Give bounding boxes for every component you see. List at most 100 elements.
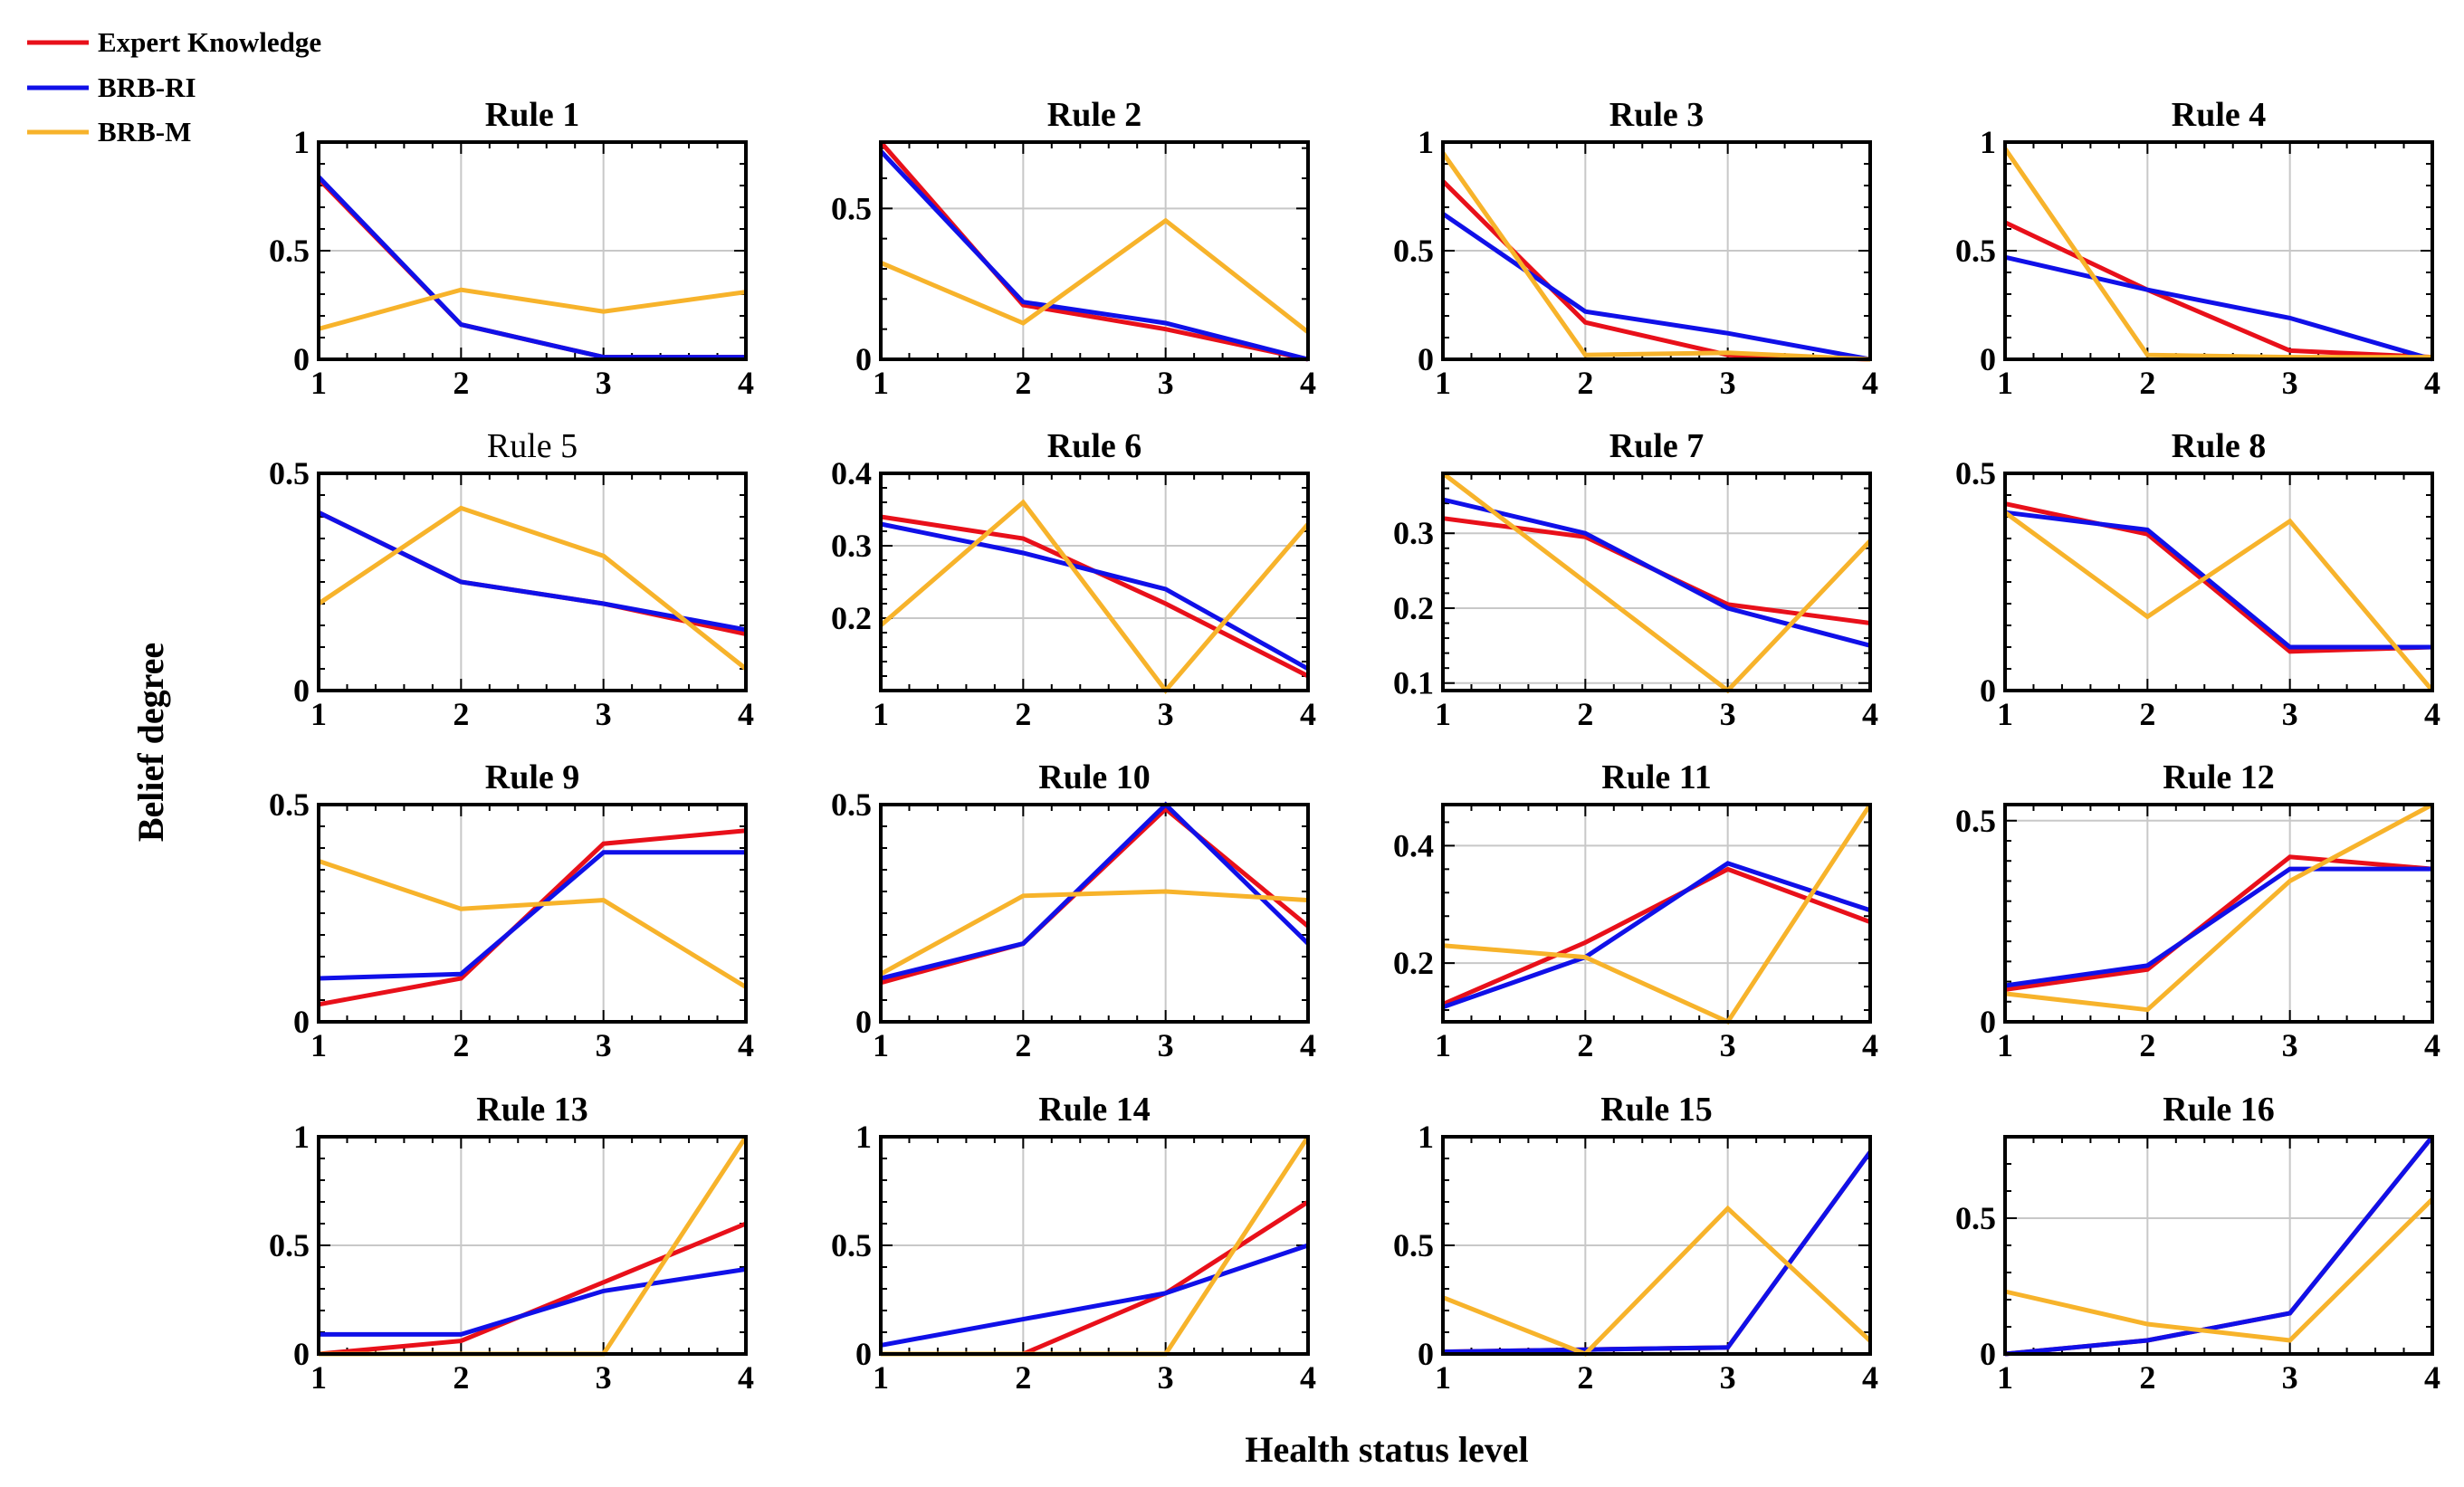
y-tick-label: 0.5 <box>1955 233 1996 269</box>
x-tick-label: 3 <box>1720 1027 1736 1063</box>
series-line-brb-ri-rule-8 <box>2004 510 2432 650</box>
panel-rule-7: Rule 7 1 2 3 4 0.1 0.2 0.3 <box>1393 427 1878 732</box>
series-line-brb-m-rule-6 <box>879 499 1310 694</box>
y-tick-label: 0.5 <box>269 455 310 491</box>
series-line-brb-ri-rule-3 <box>1441 212 1871 362</box>
y-tick-label: 0.5 <box>269 233 310 269</box>
y-tick-label: 0.4 <box>831 455 872 491</box>
x-tick-label: 2 <box>1577 1359 1593 1396</box>
x-tick-label: 1 <box>873 365 889 401</box>
panel-rule-2: Rule 2 1 2 3 4 0 0.5 <box>831 96 1316 401</box>
panel-rule-14: Rule 14 1 2 3 4 0 0.5 1 <box>831 1091 1316 1396</box>
x-tick-label: 3 <box>2282 1027 2298 1063</box>
x-tick-label: 2 <box>1015 365 1031 401</box>
y-axis-label: Belief degree <box>130 643 171 842</box>
y-tick-label: 0 <box>293 1336 310 1372</box>
x-tick-label: 2 <box>1015 1027 1031 1063</box>
y-tick-label: 0.5 <box>831 1227 872 1263</box>
panel-title-rule-15: Rule 15 <box>1600 1091 1713 1129</box>
y-tick-label: 0 <box>855 1004 872 1040</box>
x-tick-label: 1 <box>1997 365 2013 401</box>
y-tick-label: 1 <box>1980 124 1996 160</box>
x-tick-label: 2 <box>453 365 469 401</box>
y-tick-label: 0.2 <box>1393 590 1434 626</box>
y-tick-label: 0.3 <box>1393 515 1434 551</box>
y-tick-label: 1 <box>1418 124 1434 160</box>
y-tick-label: 0 <box>1980 1336 1996 1372</box>
plot-frame <box>879 803 1310 1024</box>
series-line-expert-knowledge-rule-12 <box>2004 854 2433 992</box>
series-line-expert-knowledge-rule-3 <box>1441 179 1871 362</box>
panel-title-rule-7: Rule 7 <box>1609 427 1705 465</box>
panel-rule-10: Rule 10 1 2 3 4 0 0.5 <box>831 758 1316 1063</box>
legend-label-brb-m: BRB-M <box>98 116 191 148</box>
series-line-brb-ri-rule-9 <box>318 850 746 981</box>
y-tick-label: 0 <box>855 341 872 377</box>
x-tick-label: 3 <box>1720 1359 1736 1396</box>
x-tick-label: 3 <box>1158 1359 1174 1396</box>
series-line-brb-ri-rule-14 <box>880 1243 1309 1348</box>
y-tick-label: 0.5 <box>269 786 310 823</box>
x-tick-label: 1 <box>1997 696 2013 732</box>
series-line-brb-ri-rule-1 <box>317 175 746 360</box>
panel-rule-11: Rule 11 1 2 3 4 0.2 0.4 <box>1393 758 1878 1063</box>
x-tick-label: 2 <box>453 1027 469 1063</box>
x-tick-label: 2 <box>2139 696 2155 732</box>
x-tick-label: 1 <box>310 696 327 732</box>
y-tick-label: 0.1 <box>1393 665 1434 701</box>
y-tick-label: 0.2 <box>1393 945 1434 981</box>
x-tick-label: 4 <box>1300 1359 1316 1396</box>
x-tick-label: 3 <box>1158 1027 1174 1063</box>
x-tick-label: 3 <box>1720 365 1736 401</box>
series-line-expert-knowledge-rule-1 <box>317 177 746 360</box>
y-tick-label: 0.5 <box>1955 455 1996 491</box>
plot-frame <box>879 140 1310 361</box>
x-axis-label: Health status level <box>1245 1429 1528 1470</box>
legend: Expert Knowledge BRB-RI BRB-M <box>27 26 321 148</box>
legend-label-brb-ri: BRB-RI <box>98 71 196 103</box>
plot-frame <box>879 472 1310 692</box>
x-tick-label: 3 <box>1158 365 1174 401</box>
x-tick-label: 2 <box>1015 696 1031 732</box>
x-tick-label: 1 <box>310 365 327 401</box>
series-line-expert-knowledge-rule-8 <box>2004 501 2433 654</box>
panel-rule-8: Rule 8 1 2 3 4 0 0.5 <box>1955 427 2440 732</box>
plot-frame <box>2003 472 2434 692</box>
x-tick-label: 2 <box>1577 696 1593 732</box>
x-tick-label: 3 <box>2282 1359 2298 1396</box>
x-tick-label: 4 <box>2424 1359 2440 1396</box>
series-line-brb-ri-rule-6 <box>880 521 1310 672</box>
y-tick-label: 0.5 <box>1393 1227 1434 1263</box>
x-tick-label: 3 <box>1720 696 1736 732</box>
series-line-brb-ri-rule-2 <box>879 149 1309 362</box>
y-tick-label: 0.5 <box>1955 803 1996 839</box>
plot-frame <box>317 140 748 361</box>
series-line-expert-knowledge-rule-16 <box>2004 1135 2434 1357</box>
x-tick-label: 3 <box>596 1359 612 1396</box>
plot-frame <box>2003 803 2434 1024</box>
y-tick-label: 1 <box>293 124 310 160</box>
panel-rule-6: Rule 6 1 2 3 4 0.2 0.3 0.4 <box>831 427 1316 732</box>
x-tick-label: 4 <box>738 1027 754 1063</box>
series-line-brb-ri-rule-5 <box>317 510 747 633</box>
series-line-brb-ri-rule-13 <box>319 1266 747 1337</box>
x-tick-label: 4 <box>738 1359 754 1396</box>
x-tick-label: 4 <box>1300 365 1316 401</box>
plot-frame <box>1441 140 1872 361</box>
x-tick-label: 1 <box>310 1359 327 1396</box>
panel-rule-15: Rule 15 1 2 3 4 0 0.5 1 <box>1393 1091 1878 1396</box>
panel-rule-12: Rule 12 1 2 3 4 0 0.5 <box>1955 758 2440 1063</box>
y-tick-label: 0.5 <box>1393 233 1434 269</box>
y-tick-label: 0.5 <box>1955 1200 1996 1236</box>
series-line-brb-m-rule-8 <box>2003 510 2434 692</box>
series-line-brb-m-rule-9 <box>318 859 748 989</box>
panel-title-rule-14: Rule 14 <box>1038 1091 1151 1129</box>
y-tick-label: 0.5 <box>269 1227 310 1263</box>
x-tick-label: 1 <box>1997 1027 2013 1063</box>
legend-item-brb-m: BRB-M <box>27 116 191 148</box>
y-tick-label: 1 <box>293 1119 310 1155</box>
panel-title-rule-16: Rule 16 <box>2163 1091 2275 1129</box>
panel-title-rule-2: Rule 2 <box>1047 96 1142 134</box>
y-tick-label: 0 <box>1418 341 1434 377</box>
